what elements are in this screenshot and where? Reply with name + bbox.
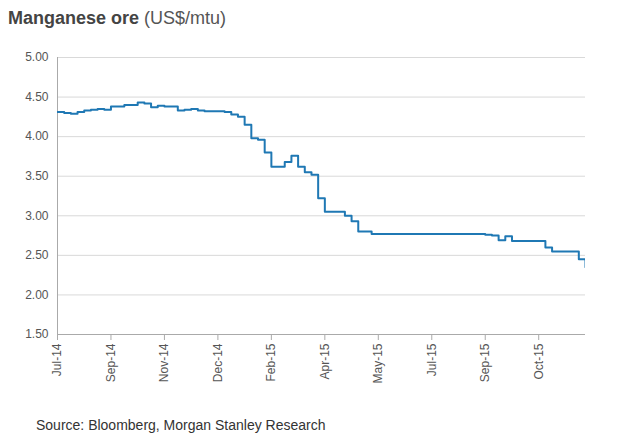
svg-text:3.00: 3.00 bbox=[25, 209, 49, 223]
svg-text:Sep-15: Sep-15 bbox=[478, 343, 492, 382]
svg-text:2.50: 2.50 bbox=[25, 248, 49, 262]
svg-text:5.00: 5.00 bbox=[25, 50, 49, 64]
svg-text:Jul-14: Jul-14 bbox=[50, 343, 64, 376]
svg-text:4.00: 4.00 bbox=[25, 129, 49, 143]
svg-text:Feb-15: Feb-15 bbox=[264, 343, 278, 381]
html-text:Source: Bloomberg, Morgan Stan: Source: Bloomberg, Morgan Stanley Resear… bbox=[36, 417, 326, 433]
svg-text:Oct-15: Oct-15 bbox=[532, 343, 546, 379]
svg-text:1.50: 1.50 bbox=[25, 327, 49, 341]
svg-text:Sep-14: Sep-14 bbox=[104, 343, 118, 382]
svg-text:Nov-14: Nov-14 bbox=[157, 343, 171, 382]
svg-text:May-15: May-15 bbox=[371, 343, 385, 383]
svg-text:3.50: 3.50 bbox=[25, 169, 49, 183]
svg-text:4.50: 4.50 bbox=[25, 90, 49, 104]
html-text:Manganese ore (US$/mtu): Manganese ore (US$/mtu) bbox=[8, 8, 227, 28]
svg-text:Dec-14: Dec-14 bbox=[211, 343, 225, 382]
svg-text:Apr-15: Apr-15 bbox=[318, 343, 332, 379]
svg-text:Jul-15: Jul-15 bbox=[425, 343, 439, 376]
svg-text:2.00: 2.00 bbox=[25, 288, 49, 302]
